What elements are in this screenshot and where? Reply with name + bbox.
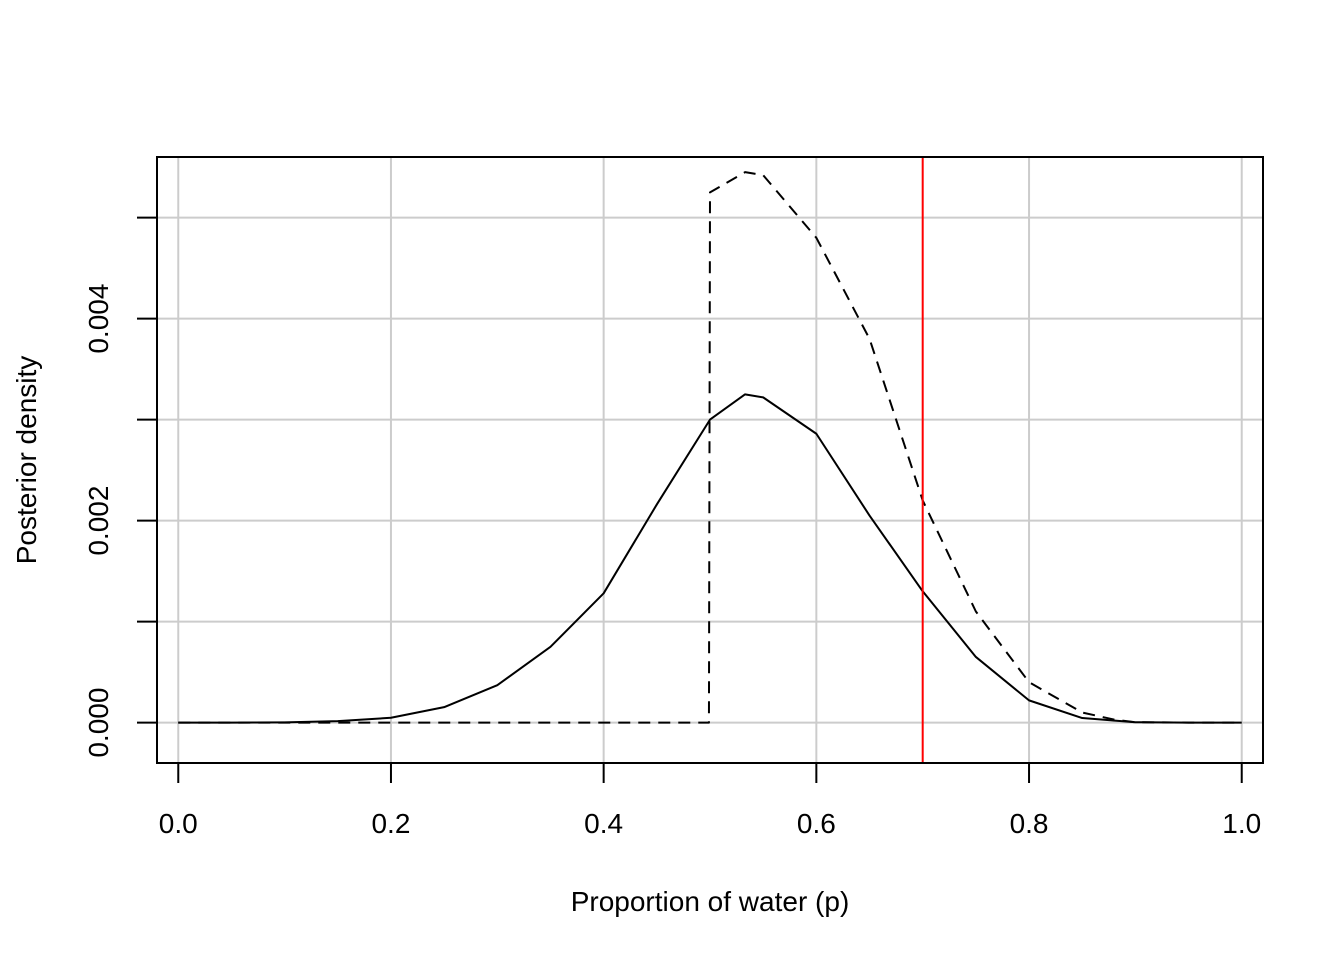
- x-axis-title: Proportion of water (p): [571, 886, 850, 917]
- x-tick-label: 0.2: [371, 808, 410, 839]
- y-tick-label: 0.004: [83, 284, 114, 354]
- y-axis-title: Posterior density: [11, 356, 42, 565]
- x-tick-label: 1.0: [1222, 808, 1261, 839]
- x-tick-label: 0.6: [797, 808, 836, 839]
- plot-frame: [156, 156, 1264, 764]
- y-axis: 0.000 0.002 0.004: [83, 216, 157, 758]
- series-line-dashed: [178, 171, 1242, 724]
- y-tick-label: 0.002: [83, 486, 114, 556]
- x-tick-label: 0.0: [159, 808, 198, 839]
- x-axis: 0.0 0.2 0.4 0.6 0.8 1.0: [159, 763, 1261, 839]
- x-tick-label: 0.4: [584, 808, 623, 839]
- series-line-solid: [178, 393, 1242, 724]
- y-tick-label: 0.000: [83, 688, 114, 758]
- series-layer: [178, 171, 1242, 724]
- x-tick-label: 0.8: [1010, 808, 1049, 839]
